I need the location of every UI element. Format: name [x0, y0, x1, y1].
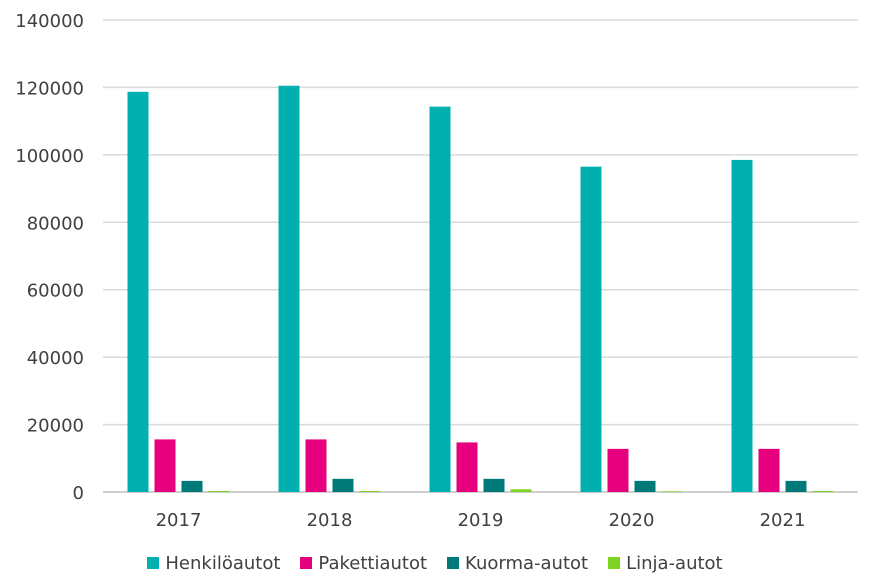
bar	[758, 448, 780, 492]
legend-label: Henkilöautot	[165, 552, 281, 574]
bar	[429, 106, 451, 492]
legend-swatch	[608, 557, 621, 569]
legend-item: Henkilöautot	[147, 553, 280, 574]
bar	[607, 448, 629, 492]
x-tick-label: 2019	[458, 510, 504, 531]
legend-item: Kuorma-autot	[447, 553, 588, 574]
legend-swatch	[147, 557, 160, 569]
legend-swatch	[300, 557, 313, 569]
legend-label: Kuorma-autot	[465, 552, 589, 574]
bar	[456, 442, 478, 492]
x-axis-ticks: 2017 2018 2019 2020 2021	[156, 510, 806, 531]
legend-swatch	[447, 557, 460, 569]
bar	[332, 478, 354, 492]
bar	[359, 490, 381, 492]
bar	[305, 439, 327, 492]
y-tick-label: 40000	[27, 348, 84, 369]
bar	[580, 166, 602, 492]
bar	[278, 85, 300, 492]
bar	[483, 478, 505, 492]
bar	[785, 480, 807, 492]
y-tick-label: 0	[73, 483, 84, 504]
legend-item: Pakettiautot	[300, 553, 427, 574]
bar	[634, 480, 656, 492]
legend-label: Linja-autot	[626, 552, 723, 574]
bars	[127, 85, 834, 492]
gridlines	[103, 19, 858, 493]
bar	[812, 490, 834, 492]
y-tick-label: 100000	[15, 146, 84, 167]
x-tick-label: 2017	[156, 510, 202, 531]
bar	[661, 491, 683, 492]
y-tick-label: 60000	[27, 281, 84, 302]
legend-item: Linja-autot	[608, 553, 723, 574]
y-tick-label: 80000	[27, 213, 84, 234]
bar	[181, 480, 203, 492]
x-tick-label: 2021	[760, 510, 806, 531]
bar	[731, 159, 753, 492]
y-tick-label: 120000	[15, 78, 84, 99]
y-tick-label: 20000	[27, 416, 84, 437]
bar	[127, 91, 149, 492]
bar	[510, 489, 532, 492]
y-axis-ticks: 0 20000 40000 60000 80000 100000 120000 140000	[15, 11, 84, 504]
legend: Henkilöautot Pakettiautot Kuorma-autot Linj…	[0, 548, 870, 578]
legend-label: Pakettiautot	[318, 552, 428, 574]
bar	[208, 490, 230, 492]
y-tick-label: 140000	[15, 11, 84, 32]
x-tick-label: 2020	[609, 510, 655, 531]
bar	[154, 439, 176, 492]
x-tick-label: 2018	[307, 510, 353, 531]
